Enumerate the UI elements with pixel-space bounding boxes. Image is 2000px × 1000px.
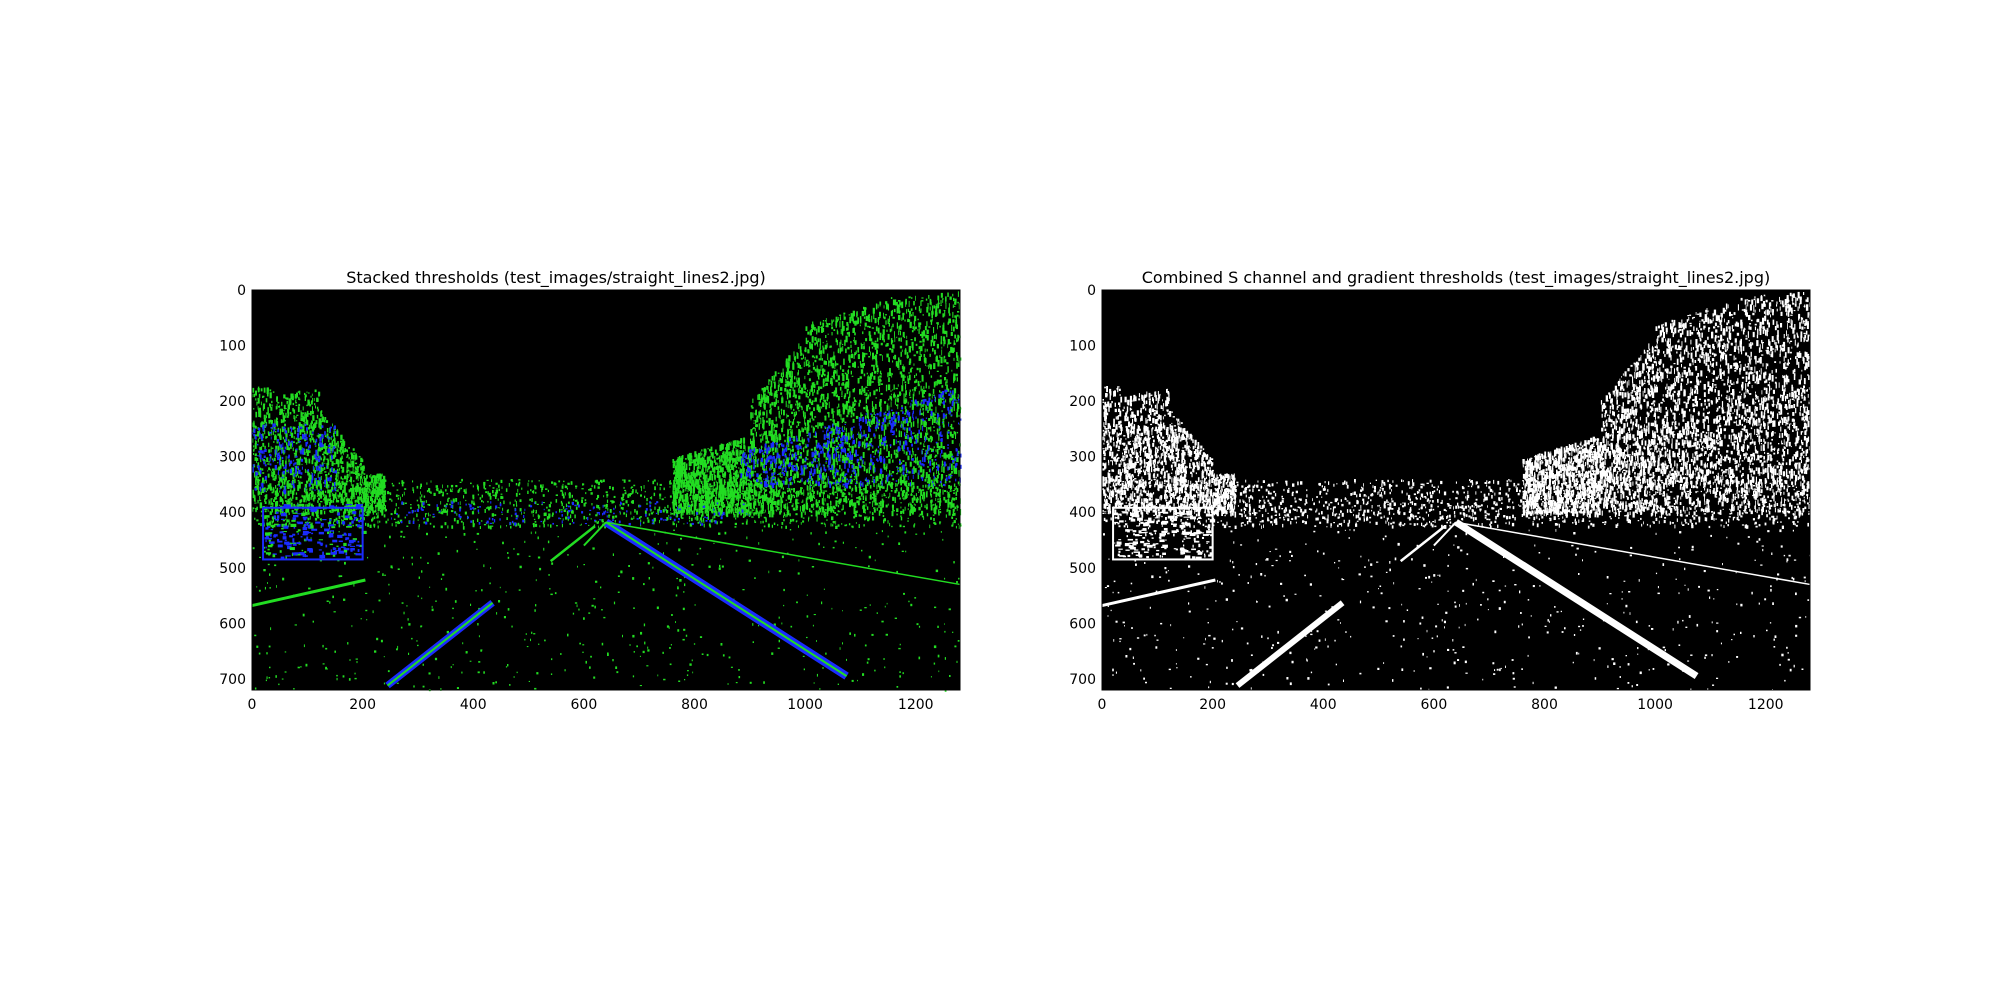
- left-trees-saturation: [252, 423, 337, 495]
- left-xtick-label: 1200: [898, 697, 934, 713]
- vanishing-point-edge: [583, 521, 607, 547]
- left-lane-line-edge: [386, 601, 494, 687]
- right-ytick-label: 700: [1069, 672, 1096, 688]
- left-xtick-label: 0: [248, 697, 257, 713]
- left-dashed-marking: [549, 525, 596, 563]
- left-ytick-label: 200: [219, 394, 246, 410]
- right-ytick-label: 400: [1069, 505, 1096, 521]
- left-xtick-label: 800: [681, 697, 708, 713]
- right-lane-line-edge: [605, 521, 848, 677]
- left-ytick-label: 300: [219, 450, 246, 466]
- road-noise: [1103, 529, 1812, 692]
- right-lane-line: [1454, 519, 1699, 680]
- right-xtick-label: 400: [1310, 697, 1337, 713]
- left-dashed-marking: [1399, 525, 1446, 563]
- right-trees-saturation: [740, 389, 962, 489]
- vanishing-point-edge: [1433, 521, 1457, 547]
- right-panel: Combined S channel and gradient threshol…: [1069, 268, 1813, 713]
- right-xtick-label: 1200: [1748, 697, 1784, 713]
- horizon-saturation: [1240, 501, 1599, 527]
- left-ytick-label: 700: [219, 672, 246, 688]
- right-ytick-label: 600: [1069, 616, 1096, 632]
- right-panel-title: Combined S channel and gradient threshol…: [1142, 268, 1770, 288]
- right-ytick-label: 500: [1069, 561, 1096, 577]
- right-image-frame: [1101, 289, 1811, 691]
- right-xtick-label: 200: [1199, 697, 1226, 713]
- horizon-saturation: [391, 501, 750, 526]
- horizon-edges: [1102, 479, 1812, 529]
- right-xtick-label: 600: [1421, 697, 1448, 713]
- right-xtick-label: 0: [1098, 697, 1107, 713]
- left-shoulder-line: [1101, 578, 1216, 608]
- left-trees-edges: [252, 386, 387, 518]
- road-noise: [252, 529, 961, 692]
- right-threshold-image: [1101, 291, 1813, 692]
- left-panel-title: Stacked thresholds (test_images/straight…: [346, 268, 766, 288]
- right-trees-edges: [1522, 291, 1812, 518]
- right-ytick-label: 300: [1069, 450, 1096, 466]
- right-x-axis: 0 200 400 600 800 1000 1200: [1098, 290, 1784, 713]
- left-x-axis: 0 200 400 600 800 1000 1200: [248, 290, 934, 713]
- left-xtick-label: 1000: [787, 697, 823, 713]
- right-ytick-label: 200: [1069, 394, 1096, 410]
- left-ytick-label: 0: [237, 283, 246, 299]
- right-ytick-label: 100: [1069, 339, 1096, 355]
- left-shoulder-line: [251, 578, 366, 608]
- right-shoulder-edge: [1455, 521, 1811, 586]
- left-ytick-label: 600: [219, 616, 246, 632]
- left-xtick-label: 200: [349, 697, 376, 713]
- left-panel: Stacked thresholds (test_images/straight…: [219, 268, 962, 713]
- left-xtick-label: 600: [571, 697, 598, 713]
- left-ytick-label: 500: [219, 561, 246, 577]
- left-threshold-image: [251, 291, 962, 692]
- right-ytick-label: 0: [1087, 283, 1096, 299]
- left-lane-line: [1235, 600, 1345, 688]
- right-xtick-label: 800: [1531, 697, 1558, 713]
- right-shoulder-edge: [605, 521, 961, 586]
- left-y-axis: 0 100 200 300 400 500 600 700: [219, 283, 960, 688]
- right-y-axis: 0 100 200 300 400 500 600 700: [1069, 283, 1810, 688]
- left-ytick-label: 400: [219, 505, 246, 521]
- car: [1112, 504, 1216, 561]
- right-xtick-label: 1000: [1637, 697, 1673, 713]
- left-ytick-label: 100: [219, 339, 246, 355]
- left-image-frame: [251, 289, 961, 691]
- left-xtick-label: 400: [460, 697, 487, 713]
- car: [262, 503, 367, 561]
